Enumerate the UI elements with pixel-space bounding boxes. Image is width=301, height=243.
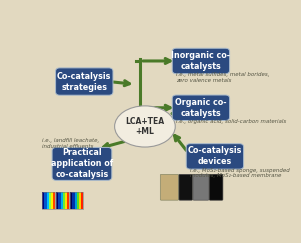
FancyBboxPatch shape bbox=[193, 174, 209, 200]
Bar bbox=[67, 192, 69, 209]
Bar bbox=[79, 192, 81, 209]
Text: LCA+TEA
+ML: LCA+TEA +ML bbox=[126, 117, 164, 136]
Text: Organic co-
catalysts: Organic co- catalysts bbox=[175, 98, 227, 118]
Text: i.e., organic acid, solid-carbon materials: i.e., organic acid, solid-carbon materia… bbox=[176, 119, 287, 124]
FancyBboxPatch shape bbox=[172, 95, 230, 121]
Bar bbox=[53, 192, 55, 209]
Bar bbox=[47, 192, 49, 209]
Text: i.e., landfill leachate,
industrial effluents: i.e., landfill leachate, industrial effl… bbox=[42, 138, 100, 149]
FancyBboxPatch shape bbox=[160, 174, 178, 200]
Bar bbox=[49, 192, 51, 209]
Bar bbox=[45, 192, 47, 209]
Bar bbox=[70, 192, 83, 209]
Text: Inorganic co-
catalysts: Inorganic co- catalysts bbox=[171, 51, 231, 71]
FancyBboxPatch shape bbox=[172, 48, 230, 74]
Bar bbox=[73, 192, 75, 209]
FancyBboxPatch shape bbox=[186, 144, 244, 169]
Bar bbox=[56, 192, 58, 209]
Bar bbox=[42, 192, 45, 209]
Bar bbox=[42, 192, 55, 209]
Text: i.e., MoS₂-based sponge, suspended
modules, MoS₂-based membrane: i.e., MoS₂-based sponge, suspended modul… bbox=[191, 168, 290, 178]
FancyBboxPatch shape bbox=[52, 148, 112, 180]
Bar bbox=[51, 192, 53, 209]
Bar bbox=[58, 192, 61, 209]
Bar bbox=[61, 192, 63, 209]
Text: Co-catalysis
devices: Co-catalysis devices bbox=[188, 146, 242, 166]
Text: Practical
application of
co-catalysis: Practical application of co-catalysis bbox=[51, 148, 113, 180]
Bar bbox=[63, 192, 65, 209]
FancyBboxPatch shape bbox=[56, 68, 113, 95]
Ellipse shape bbox=[115, 106, 175, 147]
Bar bbox=[75, 192, 77, 209]
Text: Co-catalysis
strategies: Co-catalysis strategies bbox=[57, 71, 111, 92]
Text: i.e., metal sulfides, metal borides,
zero valence metals: i.e., metal sulfides, metal borides, zer… bbox=[176, 72, 270, 83]
Bar bbox=[65, 192, 67, 209]
FancyBboxPatch shape bbox=[209, 174, 223, 200]
Bar bbox=[77, 192, 79, 209]
Bar bbox=[70, 192, 73, 209]
FancyBboxPatch shape bbox=[179, 174, 193, 200]
Bar bbox=[81, 192, 83, 209]
Bar bbox=[56, 192, 69, 209]
